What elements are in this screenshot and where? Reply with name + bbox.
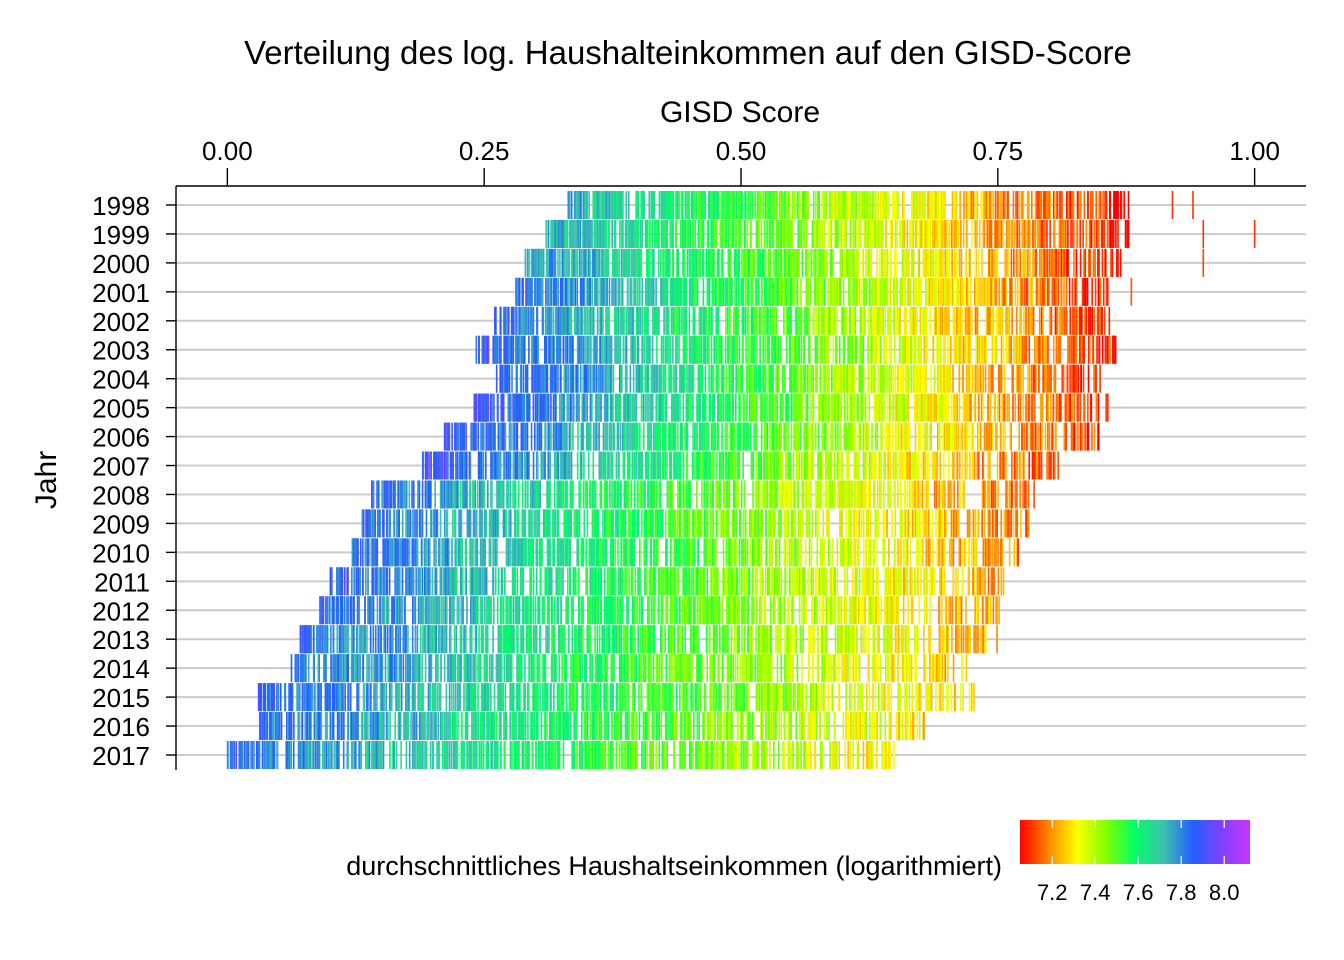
y-tick-label: 2005 [92,394,150,424]
y-tick-label: 1998 [92,191,150,221]
y-tick-label: 2000 [92,249,150,279]
x-tick-label: 0.75 [973,136,1024,166]
y-tick-label: 2008 [92,480,150,510]
strip-row-1999 [545,219,1256,248]
y-tick-label: 2002 [92,307,150,337]
y-tick-label: 2012 [92,596,150,626]
y-tick-label: 2017 [92,741,150,771]
y-tick-label: 2015 [92,683,150,713]
strip-marks [226,191,1256,769]
x-tick-label: 0.00 [202,136,253,166]
y-axis-title: Jahr [30,451,63,509]
x-axis-ticks: 0.00 0.25 0.50 0.75 1.00 [202,136,1280,186]
strip-row-2001 [515,277,1133,306]
y-tick-label: 2016 [92,712,150,742]
strip-row-2004 [495,364,1101,393]
strip-row-2002 [494,306,1111,335]
strip-row-2006 [443,422,1100,451]
chart-title: Verteilung des log. Haushalteinkommen au… [244,34,1132,71]
strip-row-1998 [567,191,1194,219]
y-tick-label: 2004 [92,365,150,395]
strip-row-2005 [473,393,1109,422]
y-tick-label: 2001 [92,278,150,308]
y-tick-label: 2006 [92,423,150,453]
x-tick-label: 1.00 [1229,136,1280,166]
y-tick-label: 2003 [92,336,150,366]
y-tick-label: 2014 [92,654,150,684]
strip-row-2007 [421,451,1060,480]
y-tick-label: 2009 [92,509,150,539]
y-tick-label: 2007 [92,452,150,482]
y-tick-label: 2011 [94,567,150,597]
x-tick-label: 0.50 [716,136,767,166]
y-tick-label: 1999 [92,220,150,250]
y-axis-ticks: 1998199920002001200220032004200520062007… [92,191,176,771]
strip-row-2003 [475,335,1117,364]
y-tick-label: 2010 [92,538,150,568]
strip-row-2000 [524,248,1205,277]
y-tick-label: 2013 [92,625,150,655]
x-tick-label: 0.25 [459,136,510,166]
x-axis-title: GISD Score [660,96,820,129]
